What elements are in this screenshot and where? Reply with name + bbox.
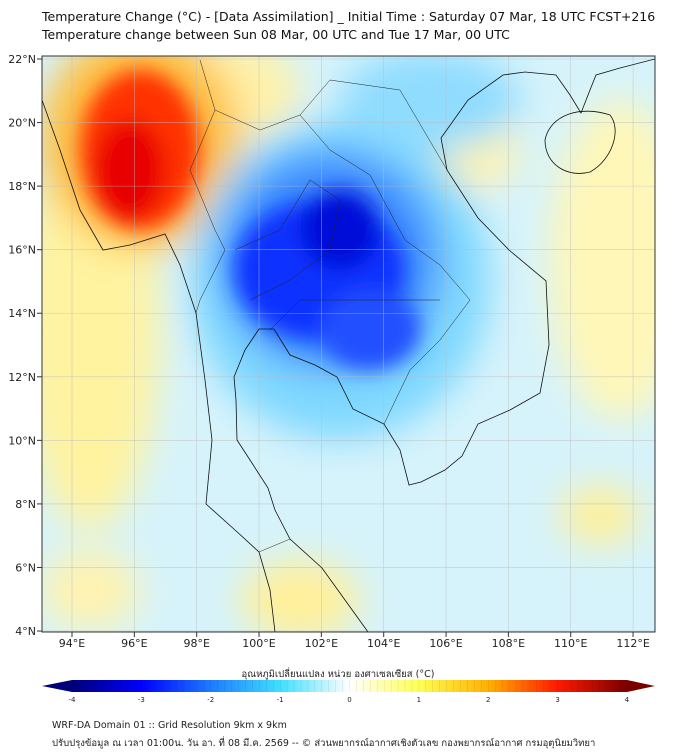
- latitude-ticks: 22°N 20°N 18°N 16°N 14°N 12°N 10°N 8°N 6°N 4°N: [8, 53, 42, 638]
- lon-tick-label: 112°E: [616, 637, 649, 650]
- colorbar-tick-label: -2: [207, 696, 214, 704]
- lon-tick-label: 108°E: [492, 637, 525, 650]
- footer-update-info: ปรับปรุงข้อมูล ณ เวลา 01:00น. วัน อา. ที…: [52, 738, 596, 749]
- lat-tick-label: 18°N: [8, 180, 36, 193]
- colorbar-tick-label: 3: [555, 696, 559, 704]
- lat-tick-label: 16°N: [8, 244, 36, 257]
- lat-tick-label: 4°N: [15, 625, 36, 638]
- lat-tick-label: 12°N: [8, 371, 36, 384]
- lat-tick-label: 6°N: [15, 561, 36, 574]
- colorbar-tick-label: -3: [138, 696, 145, 704]
- colorbar-tick-label: 2: [486, 696, 490, 704]
- lat-tick-label: 8°N: [15, 498, 36, 511]
- colorbar-label: อุณหภูมิเปลี่ยนแปลง หน่วย องศาเซลเซียส (…: [241, 669, 435, 680]
- map-frame: [41, 55, 656, 633]
- footer-model-info: WRF-DA Domain 01 :: Grid Resolution 9km …: [52, 720, 287, 731]
- lat-tick-label: 22°N: [8, 53, 36, 66]
- temperature-change-map: 22°N 20°N 18°N 16°N 14°N 12°N 10°N 8°N 6°N 4°N 94…: [8, 53, 656, 704]
- temperature-field: [42, 56, 655, 632]
- lat-tick-label: 14°N: [8, 307, 36, 320]
- lon-tick-label: 100°E: [242, 637, 275, 650]
- country-borders: [189, 59, 471, 553]
- lon-tick-label: 94°E: [59, 637, 85, 650]
- lon-tick-label: 110°E: [554, 637, 587, 650]
- lon-tick-label: 106°E: [429, 637, 462, 650]
- lat-tick-label: 20°N: [8, 117, 36, 130]
- colorbar-tick-label: 4: [625, 696, 630, 704]
- lon-tick-label: 96°E: [121, 637, 147, 650]
- chart-title: Temperature Change (°C) - [Data Assimila…: [42, 9, 656, 24]
- colorbar-tick-label: 1: [417, 696, 421, 704]
- colorbar: -4 -3 -2 -1 0 1 2 3 4: [42, 680, 655, 704]
- colorbar-tick-label: -4: [69, 696, 77, 704]
- colorbar-tick-label: -1: [277, 696, 284, 704]
- chart-subtitle: Temperature change between Sun 08 Mar, 0…: [42, 27, 510, 42]
- lon-tick-label: 98°E: [183, 637, 209, 650]
- colorbar-tick-label: 0: [347, 696, 351, 704]
- longitude-ticks: 94°E 96°E 98°E 100°E 102°E 104°E 106°E 108°E 110…: [59, 632, 650, 650]
- lon-tick-label: 102°E: [305, 637, 338, 650]
- lat-tick-label: 10°N: [8, 434, 36, 447]
- lon-tick-label: 104°E: [367, 637, 400, 650]
